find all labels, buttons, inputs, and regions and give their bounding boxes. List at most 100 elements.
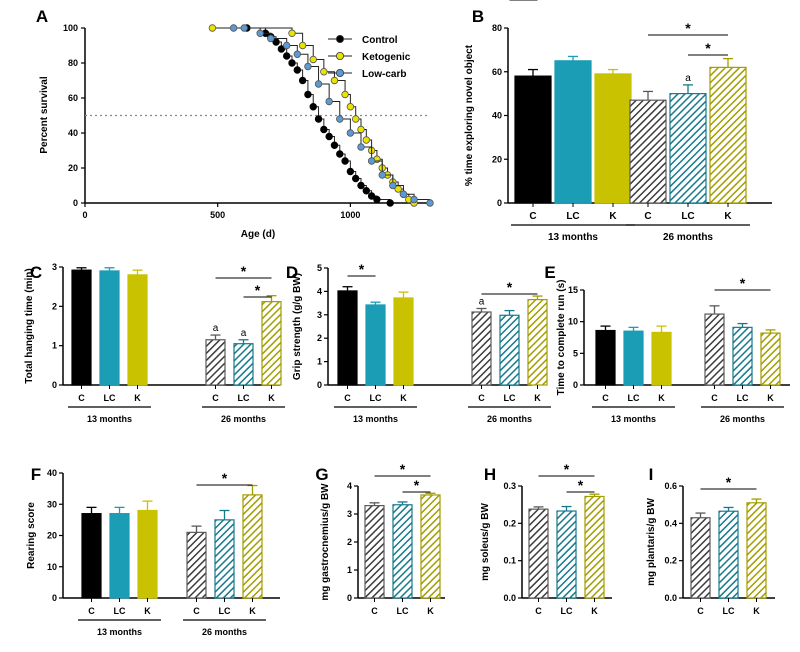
category-label-lc: LC [114, 606, 126, 616]
survival-point-low-carb [378, 171, 386, 179]
y-tick-label: 10 [47, 562, 57, 572]
category-label-lc: LC [566, 211, 579, 222]
bar-c [690, 517, 711, 599]
category-label-c: C [478, 393, 485, 403]
panel-label-a: A [36, 7, 48, 26]
bar-lc [109, 513, 130, 599]
survival-point-low-carb [367, 157, 376, 165]
category-label-k: K [753, 606, 760, 616]
survival-point-ketogenic [288, 29, 296, 37]
survival-point-control [288, 59, 296, 67]
category-label-lc: LC [504, 393, 516, 403]
y-tick-label: 0.0 [503, 593, 516, 603]
y-tick-label: 0.0 [664, 593, 677, 603]
category-label-c: C [535, 606, 542, 616]
category-label-k: K [144, 606, 151, 616]
y-tick-label: 10 [568, 317, 578, 327]
significance-star: * [705, 40, 711, 56]
y-tick-label: 0 [317, 380, 322, 390]
y-axis-title: Total hanging time (min) [24, 268, 35, 383]
significance-star: * [507, 279, 513, 295]
bar-lc [732, 326, 753, 386]
group-label: 13 months [611, 414, 656, 424]
category-label-c: C [529, 211, 536, 222]
legend-marker [335, 52, 344, 61]
category-label-c: C [711, 393, 718, 403]
bar-k [709, 66, 747, 204]
significance-letter: a [685, 73, 691, 84]
y-tick-label: 40 [68, 128, 78, 138]
y-tick-label: 15 [568, 285, 578, 295]
bar-k [242, 494, 263, 599]
group-label: 26 months [202, 627, 247, 637]
y-tick-label: 4 [347, 481, 352, 491]
y-tick-label: 20 [68, 163, 78, 173]
category-label-c: C [644, 211, 651, 222]
category-label-lc: LC [561, 606, 573, 616]
category-label-lc: LC [737, 393, 749, 403]
bar-lc [499, 314, 520, 386]
panel-label-e: E [544, 263, 555, 282]
survival-point-low-carb [240, 24, 248, 32]
survival-point-control [277, 45, 286, 53]
category-label-c: C [602, 393, 609, 403]
y-tick-label: 0.2 [664, 556, 677, 566]
category-label-k: K [534, 393, 541, 403]
significance-star: * [414, 477, 420, 493]
category-label-c: C [193, 606, 200, 616]
category-label-k: K [609, 211, 617, 222]
y-tick-label: 30 [47, 499, 57, 509]
group-label: 26 months [487, 414, 532, 424]
bar-c [704, 313, 725, 386]
significance-star: * [564, 461, 570, 477]
category-label-c: C [344, 393, 351, 403]
bar-k [261, 301, 282, 386]
bar-k [760, 332, 781, 386]
survival-point-control [320, 125, 328, 134]
survival-point-ketogenic [320, 68, 328, 76]
category-label-k: K [249, 606, 256, 616]
category-label-k: K [724, 211, 732, 222]
category-label-k: K [134, 393, 141, 403]
y-tick-label: 0 [347, 593, 352, 603]
panel-label-d: D [286, 263, 298, 282]
bar-lc [233, 343, 254, 386]
category-label-lc: LC [681, 211, 694, 222]
significance-star: * [578, 477, 584, 493]
bar-c [471, 311, 492, 386]
survival-point-ketogenic [208, 24, 217, 32]
y-tick-label: 0 [73, 198, 78, 208]
category-label-lc: LC [219, 606, 231, 616]
significance-letter: a [241, 328, 247, 339]
y-tick-label: 40 [492, 111, 502, 121]
survival-point-ketogenic [298, 41, 307, 50]
legend-label: Control [362, 35, 398, 46]
survival-point-control [386, 199, 394, 207]
survival-point-control [367, 192, 376, 200]
y-tick-label: 80 [68, 58, 78, 68]
category-label-c: C [78, 393, 85, 403]
survival-point-control [357, 181, 365, 190]
category-label-lc: LC [238, 393, 250, 403]
survival-point-ketogenic [362, 136, 371, 144]
y-tick-label: 2 [317, 333, 322, 343]
y-tick-label: 60 [68, 93, 78, 103]
category-label-c: C [212, 393, 219, 403]
y-axis-title: mg plantaris/g BW [646, 498, 657, 586]
y-tick-label: 0.1 [503, 556, 516, 566]
category-label-c: C [697, 606, 704, 616]
bar-c [595, 329, 616, 386]
survival-point-low-carb [399, 190, 408, 198]
y-tick-label: 0.3 [503, 481, 516, 491]
bar-c [528, 508, 549, 599]
survival-point-low-carb [357, 143, 365, 151]
survival-point-low-carb [426, 199, 434, 207]
survival-point-low-carb [325, 97, 333, 106]
legend-label: Low-carb [362, 69, 406, 80]
survival-point-control [336, 150, 344, 158]
category-label-lc: LC [104, 393, 116, 403]
y-tick-label: 3 [347, 509, 352, 519]
group-label: 13 months [353, 414, 398, 424]
y-tick-label: 40 [47, 468, 57, 478]
